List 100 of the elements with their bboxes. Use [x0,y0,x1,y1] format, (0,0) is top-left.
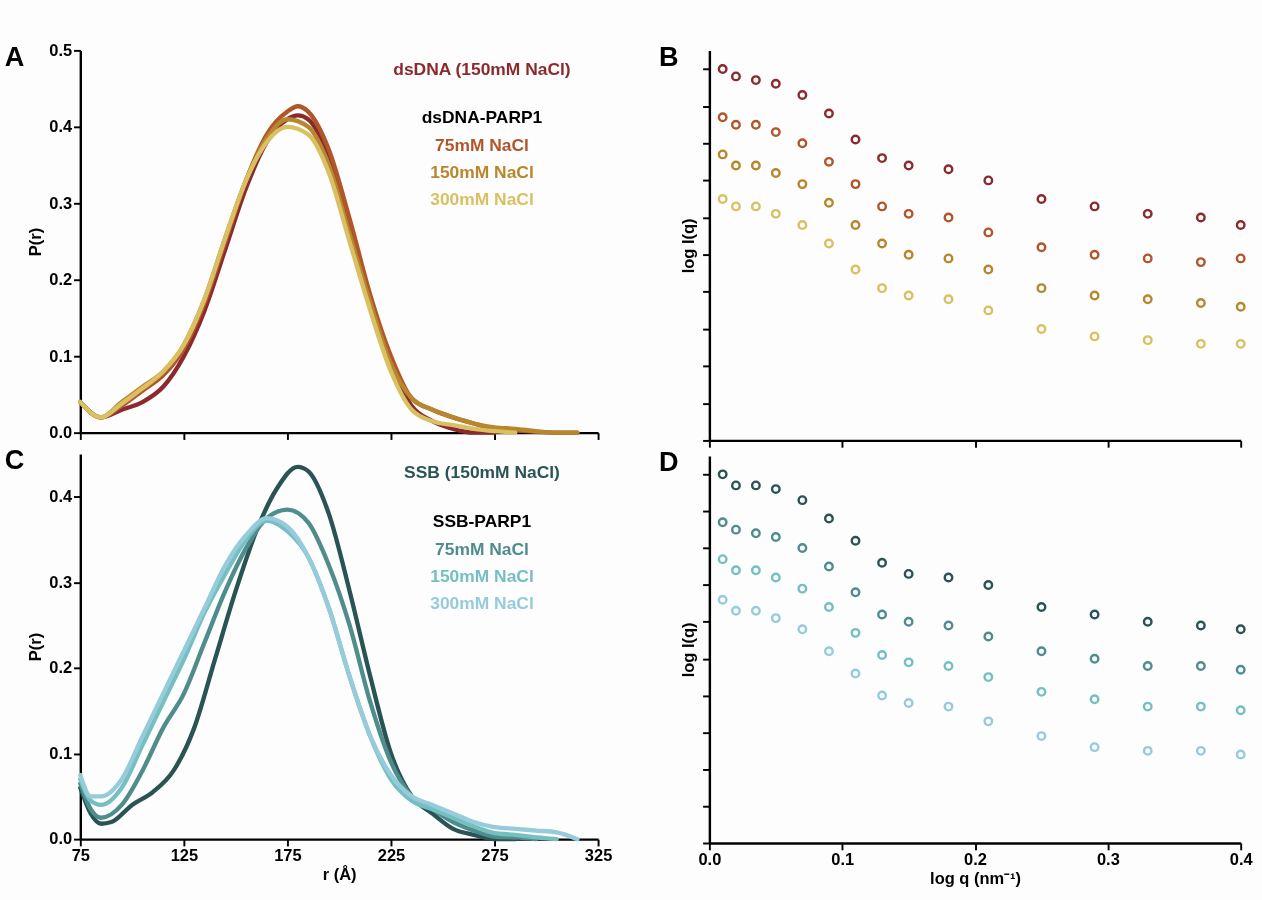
point [731,480,741,491]
point [717,64,728,74]
legend-title: SSB-PARP1 [432,510,532,531]
point [877,238,888,249]
text: 150mM NaCl [430,162,534,183]
point [770,613,781,624]
point [1195,745,1206,756]
point [903,568,914,579]
point [1195,212,1206,223]
point [1089,201,1100,212]
point [1142,701,1153,712]
point [850,220,861,230]
x-tick-label: 275 [481,845,509,864]
point [731,160,741,171]
point [770,127,781,138]
point [750,528,761,539]
point [797,624,808,635]
text: B [659,40,679,72]
text: C [4,444,25,476]
point [731,565,741,576]
point [877,609,888,620]
point [903,657,914,668]
point [877,690,888,701]
point [1036,324,1047,334]
point [823,561,834,572]
point [797,220,808,230]
text: 150mM NaCl [430,565,534,586]
y-tick-label: 0.0 [49,423,73,441]
point [877,283,888,294]
point [750,75,761,86]
point [1235,338,1246,349]
point [943,572,954,583]
point [1235,705,1246,716]
point [943,164,954,175]
point [823,108,834,119]
point [877,650,888,660]
point [823,197,834,208]
x-tick-label: 0.2 [964,849,987,868]
point [850,179,861,190]
legend-title: dsDNA-PARP1 [421,106,543,127]
point [823,513,834,524]
x-tick-label: 75 [71,845,90,864]
point [943,212,954,223]
point [943,294,954,305]
y-tick-label: 0.2 [49,270,73,289]
point [750,160,761,171]
point [1195,298,1206,308]
point [1142,616,1153,627]
point [797,179,808,190]
y-axis-title: P(r) [26,227,45,257]
x-tick-label: 125 [170,845,199,864]
point [903,290,914,301]
x-axis-title: log q (nm⁻¹) [930,869,1021,888]
y-tick-label: 0.4 [49,487,73,506]
point [983,175,994,186]
point [850,535,861,546]
point [850,668,861,679]
y-tick-label: 0.5 [49,40,73,59]
point [797,495,808,506]
y-tick-label: 0.1 [49,346,73,365]
point [750,605,761,616]
text: SSB (150mM NaCl) [404,462,560,483]
point [770,168,781,178]
point [983,672,994,683]
point [750,480,761,491]
y-tick-label: 0.4 [49,117,73,136]
point [1036,731,1047,742]
text: 75mM NaCl [435,538,529,559]
point [1195,338,1206,349]
point [1089,653,1100,664]
point [983,227,994,238]
point [1235,749,1246,760]
point [797,138,808,149]
point [823,156,834,167]
point [850,264,861,275]
point [823,602,834,613]
point [1036,242,1047,253]
y-tick-label: 0.3 [49,572,73,591]
point [943,701,954,712]
point [770,78,781,89]
point [797,543,808,554]
point [943,620,954,631]
y-axis-title: log I(q) [679,622,698,678]
point [983,716,994,727]
point [717,112,728,123]
text: A [4,40,25,72]
point [731,605,741,616]
point [1142,661,1153,671]
point [1142,335,1153,346]
point [983,305,994,316]
point [943,661,954,671]
text: D [659,446,679,478]
x-axis-title: r (Å) [322,865,357,884]
point [750,201,761,212]
point [983,264,994,275]
point [877,153,888,164]
point [717,469,728,480]
point [877,557,888,568]
point [731,71,741,82]
y-axis-title: log I(q) [679,218,698,274]
